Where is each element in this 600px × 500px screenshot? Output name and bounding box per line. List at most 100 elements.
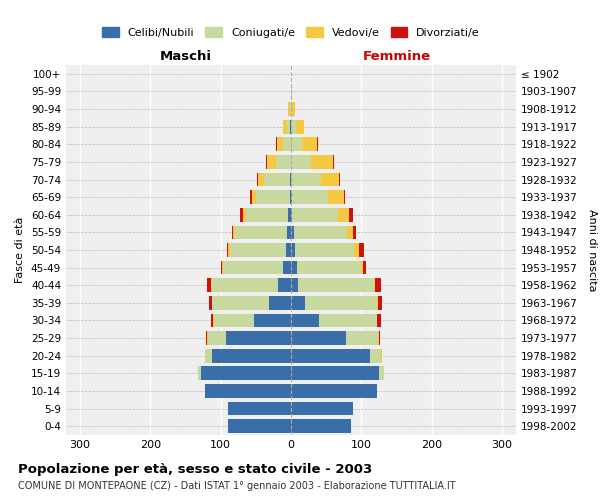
Bar: [222, 260, 223, 274]
Bar: [291, 190, 292, 204]
Bar: [250, 190, 251, 204]
Bar: [291, 331, 346, 345]
Bar: [276, 138, 277, 151]
Bar: [333, 155, 334, 169]
Bar: [379, 331, 380, 345]
Bar: [320, 172, 339, 186]
Bar: [230, 243, 286, 257]
Bar: [291, 402, 353, 415]
Bar: [359, 243, 364, 257]
Bar: [258, 172, 263, 186]
Bar: [232, 226, 233, 239]
Bar: [291, 349, 370, 362]
Bar: [317, 138, 318, 151]
Text: Femmine: Femmine: [362, 50, 431, 62]
Text: Maschi: Maschi: [160, 50, 212, 62]
Bar: [292, 190, 328, 204]
Bar: [291, 260, 296, 274]
Bar: [290, 172, 291, 186]
Bar: [283, 120, 287, 134]
Bar: [379, 366, 384, 380]
Bar: [256, 190, 290, 204]
Bar: [205, 384, 291, 398]
Bar: [206, 331, 208, 345]
Bar: [212, 296, 269, 310]
Bar: [213, 314, 214, 328]
Bar: [291, 120, 296, 134]
Bar: [302, 138, 317, 151]
Bar: [291, 138, 302, 151]
Bar: [288, 102, 290, 116]
Bar: [311, 155, 333, 169]
Bar: [376, 278, 381, 292]
Legend: Celibi/Nubili, Coniugati/e, Vedovi/e, Divorziati/e: Celibi/Nubili, Coniugati/e, Vedovi/e, Di…: [98, 22, 484, 42]
Bar: [257, 172, 258, 186]
Bar: [251, 190, 256, 204]
Bar: [377, 314, 381, 328]
Bar: [377, 296, 378, 310]
Bar: [239, 208, 243, 222]
Bar: [291, 102, 292, 116]
Bar: [290, 190, 291, 204]
Bar: [291, 226, 294, 239]
Bar: [378, 296, 382, 310]
Bar: [277, 138, 283, 151]
Bar: [298, 278, 374, 292]
Bar: [288, 208, 291, 222]
Bar: [212, 349, 291, 362]
Bar: [254, 314, 291, 328]
Bar: [227, 243, 229, 257]
Bar: [287, 120, 290, 134]
Bar: [233, 226, 235, 239]
Bar: [290, 120, 291, 134]
Bar: [291, 84, 292, 98]
Bar: [275, 155, 291, 169]
Bar: [339, 172, 340, 186]
Bar: [295, 243, 354, 257]
Bar: [235, 226, 287, 239]
Bar: [269, 296, 291, 310]
Bar: [246, 208, 288, 222]
Bar: [354, 243, 359, 257]
Bar: [370, 349, 381, 362]
Bar: [267, 155, 275, 169]
Bar: [296, 120, 304, 134]
Bar: [221, 260, 222, 274]
Bar: [349, 208, 353, 222]
Bar: [209, 296, 212, 310]
Bar: [283, 260, 291, 274]
Bar: [291, 296, 305, 310]
Bar: [291, 155, 311, 169]
Bar: [266, 155, 267, 169]
Bar: [328, 190, 344, 204]
Bar: [344, 190, 345, 204]
Bar: [347, 226, 353, 239]
Bar: [291, 366, 379, 380]
Bar: [205, 349, 212, 362]
Bar: [291, 420, 352, 433]
Bar: [294, 226, 347, 239]
Bar: [211, 314, 213, 328]
Bar: [214, 314, 254, 328]
Y-axis label: Fasce di età: Fasce di età: [16, 217, 25, 283]
Bar: [353, 226, 356, 239]
Bar: [291, 172, 320, 186]
Bar: [278, 278, 291, 292]
Bar: [305, 296, 377, 310]
Bar: [374, 278, 376, 292]
Bar: [211, 278, 212, 292]
Bar: [378, 331, 379, 345]
Bar: [229, 243, 230, 257]
Bar: [292, 102, 295, 116]
Bar: [291, 243, 295, 257]
Bar: [291, 208, 292, 222]
Bar: [198, 366, 201, 380]
Bar: [346, 331, 378, 345]
Bar: [381, 349, 382, 362]
Bar: [291, 314, 319, 328]
Bar: [212, 278, 278, 292]
Bar: [243, 208, 246, 222]
Bar: [201, 366, 291, 380]
Bar: [364, 260, 366, 274]
Bar: [292, 208, 338, 222]
